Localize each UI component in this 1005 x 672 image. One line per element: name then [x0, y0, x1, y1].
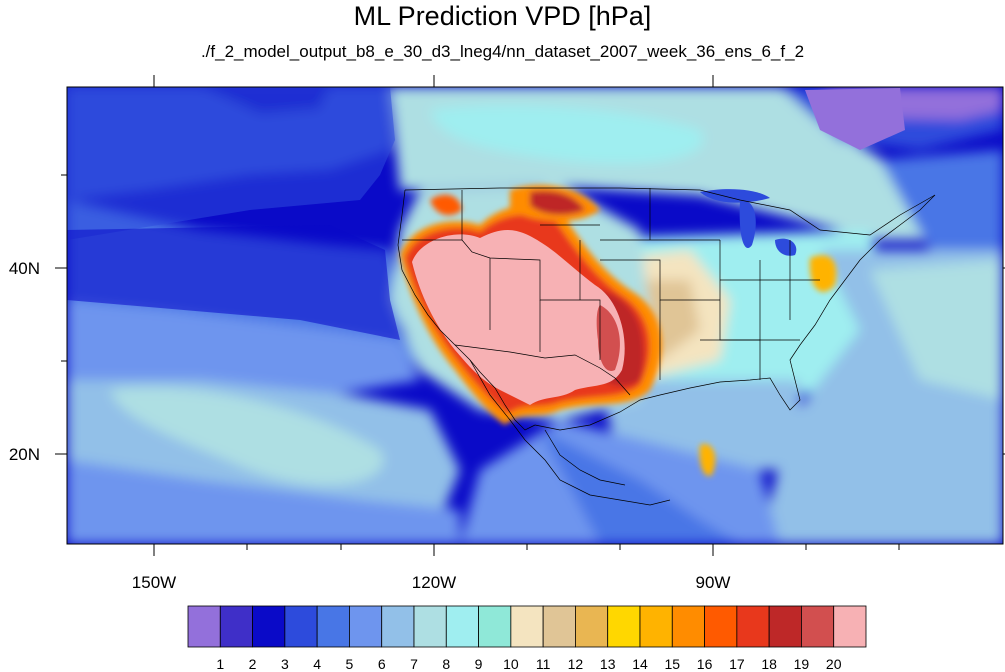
colorbar-label: 16: [697, 656, 713, 672]
colorbar-label: 13: [600, 656, 616, 672]
colorbar-swatch: [833, 605, 867, 648]
y-tick-label: 20N: [9, 445, 40, 464]
colorbar-label: 4: [313, 656, 321, 672]
colorbar-label: 10: [503, 656, 519, 672]
colorbar-swatch: [316, 605, 350, 648]
colorbar-swatch: [510, 605, 544, 648]
colorbar-label: 17: [729, 656, 745, 672]
x-tick-label: 90W: [696, 573, 731, 592]
x-tick-label: 150W: [132, 573, 176, 592]
tick-marks: [55, 75, 1005, 556]
plot-frame: [66, 86, 1004, 545]
colorbar-label: 7: [410, 656, 418, 672]
colorbar-label: 8: [442, 656, 450, 672]
colorbar-swatch: [187, 605, 221, 648]
colorbar-label: 1: [216, 656, 224, 672]
colorbar-swatch: [639, 605, 673, 648]
colorbar-label: 20: [826, 656, 842, 672]
colorbar-label: 9: [475, 656, 483, 672]
colorbar-swatch: [381, 605, 415, 648]
x-tick-label: 120W: [412, 573, 456, 592]
colorbar-swatch: [575, 605, 609, 648]
colorbar-swatch: [736, 605, 770, 648]
colorbar-label: 12: [568, 656, 584, 672]
colorbar-swatch: [445, 605, 479, 648]
colorbar-label: 3: [281, 656, 289, 672]
boundaries: [397, 187, 936, 506]
colorbar-swatch: [252, 605, 286, 648]
colorbar-label: 18: [761, 656, 777, 672]
colorbar-swatch: [801, 605, 835, 648]
colorbar-label: 6: [378, 656, 386, 672]
colorbar-swatch: [607, 605, 641, 648]
map-title: ML Prediction VPD [hPa]: [353, 1, 652, 31]
colorbar-swatch: [219, 605, 253, 648]
y-tick-label: 40N: [9, 259, 40, 278]
colorbar-label: 5: [346, 656, 354, 672]
colorbar-label: 15: [664, 656, 680, 672]
colorbar-swatch: [542, 605, 576, 648]
colorbar-swatch: [768, 605, 802, 648]
vpd-field: [67, 87, 1003, 544]
colorbar-swatch: [413, 605, 447, 648]
colorbar-swatch: [671, 605, 705, 648]
colorbar: 1 2 3 4 5 6 7 8 9 10 11 12 13 14 15 16 17 18 19 20: [187, 605, 867, 672]
colorbar-label: 19: [794, 656, 810, 672]
colorbar-label: 14: [632, 656, 648, 672]
colorbar-swatch: [284, 605, 318, 648]
map-subtitle: ./f_2_model_output_b8_e_30_d3_lneg4/nn_d…: [200, 42, 805, 61]
colorbar-label: 11: [536, 656, 551, 672]
colorbar-swatch: [704, 605, 738, 648]
colorbar-label: 2: [249, 656, 257, 672]
colorbar-swatch: [478, 605, 512, 648]
colorbar-swatch: [349, 605, 383, 648]
